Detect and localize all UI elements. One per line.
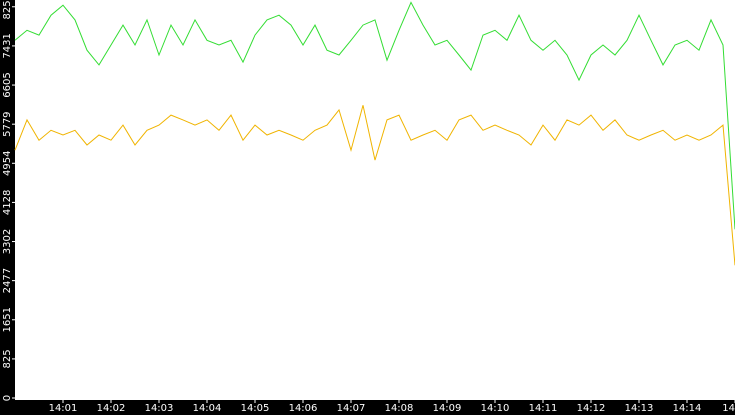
x-tick-label: 14:07: [337, 403, 366, 414]
x-tick-label: 14:08: [385, 403, 414, 414]
y-axis-strip: [0, 0, 15, 415]
x-axis-strip: [0, 400, 735, 415]
y-tick-label: 3302: [2, 229, 13, 254]
y-tick-label: 2477: [2, 268, 13, 293]
x-tick-label: 14:03: [145, 403, 174, 414]
x-tick-label: 14:10: [481, 403, 510, 414]
x-tick-label: 14:09: [433, 403, 462, 414]
y-tick-label: 4128: [2, 190, 13, 215]
x-tick-label: 14:14: [673, 403, 702, 414]
x-tick-label: 14:05: [241, 403, 270, 414]
y-tick-label: 8257: [2, 0, 13, 20]
y-tick-label: 7431: [2, 33, 13, 58]
x-tick-label: 14:02: [97, 403, 126, 414]
y-tick-label: 1651: [2, 307, 13, 332]
x-tick-label: 14:13: [625, 403, 654, 414]
x-tick-label: 14:04: [193, 403, 222, 414]
y-tick-label: 5779: [2, 111, 13, 136]
y-tick-label: 4954: [2, 151, 13, 176]
x-tick-label: 14:11: [529, 403, 558, 414]
x-tick-label: 14:12: [577, 403, 606, 414]
y-tick-label: 6605: [2, 72, 13, 97]
x-tick-label: 14:06: [289, 403, 318, 414]
series-line: [14, 105, 735, 266]
series-line: [14, 1, 735, 230]
x-tick-label: 14:01: [49, 403, 78, 414]
x-tick-label: 14: [722, 403, 735, 414]
y-tick-label: 825: [2, 349, 13, 368]
y-tick-label: 0: [2, 395, 13, 401]
